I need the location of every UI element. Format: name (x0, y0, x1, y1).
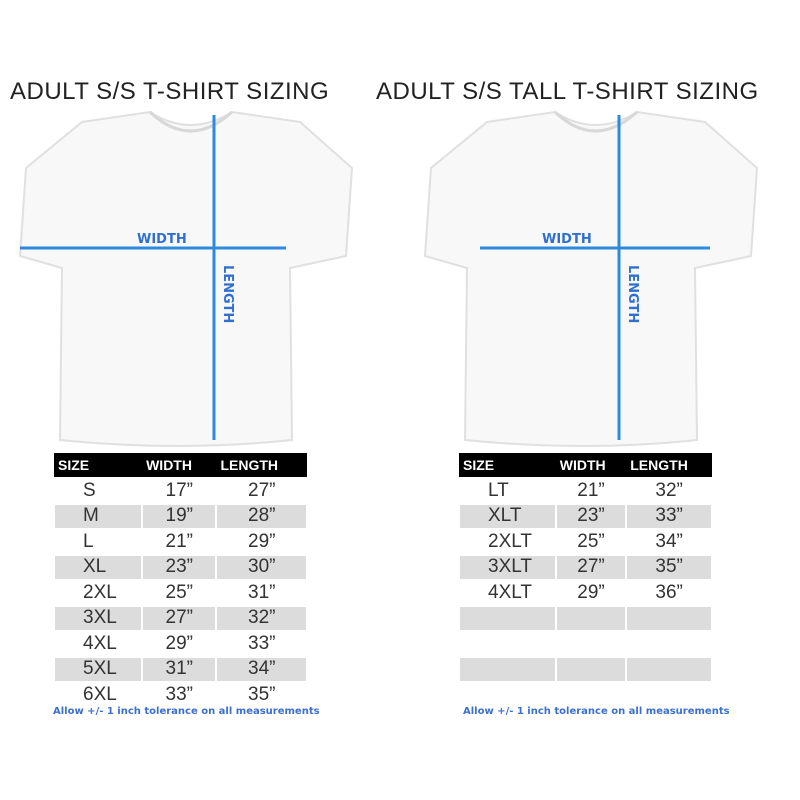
table-header: SIZE WIDTH LENGTH (459, 453, 712, 478)
table-cell: 32” (215, 604, 308, 632)
table-cell: 33” (625, 502, 713, 530)
table-cell: 33” (215, 630, 308, 658)
column-header: LENGTH (216, 453, 307, 478)
table-row (458, 655, 713, 683)
shirt-diagrams: WIDTH LENGTH WIDTH LENGTH (18, 110, 759, 447)
left-tolerance-note: Allow +/- 1 inch tolerance on all measur… (53, 706, 320, 717)
table-cell (625, 655, 713, 683)
column-header: WIDTH (555, 453, 627, 478)
table-row: S 17” 27” (52, 477, 308, 505)
table-cell: 27” (141, 604, 218, 632)
table-cell: 25” (554, 528, 628, 556)
table-cell: 30” (215, 553, 308, 581)
left-length-label: LENGTH (220, 265, 235, 323)
table-cell: 35” (625, 553, 713, 581)
table-cell (554, 681, 628, 709)
table-cell: LT (458, 477, 557, 505)
table-cell: XL (52, 553, 144, 581)
table-cell: XLT (458, 502, 557, 530)
left-width-label: WIDTH (137, 232, 187, 247)
table-row (458, 604, 713, 632)
table-row: 5XL 31” 34” (52, 655, 308, 683)
table-cell: 36” (625, 579, 713, 607)
table-row: 6XL 33” 35” (52, 681, 308, 709)
right-size-table: SIZE WIDTH LENGTH LT 21” 32” XLT 23” 33” 2XLT 25” 3… (458, 453, 713, 709)
left-shirt-image: WIDTH LENGTH (18, 110, 354, 447)
table-cell: 2XL (52, 579, 144, 607)
table-cell: L (52, 528, 144, 556)
table-cell: 34” (625, 528, 713, 556)
table-cell: 29” (141, 630, 218, 658)
right-title: ADULT S/S TALL T-SHIRT SIZING (376, 78, 759, 105)
table-cell (458, 604, 557, 632)
table-row: 2XLT 25” 34” (458, 528, 713, 556)
table-header: SIZE WIDTH LENGTH (54, 453, 307, 478)
table-cell: 28” (215, 502, 308, 530)
table-row: M 19” 28” (52, 502, 308, 530)
table-cell: 23” (141, 553, 218, 581)
table-cell: S (52, 477, 144, 505)
table-row: 3XLT 27” 35” (458, 553, 713, 581)
right-length-label: LENGTH (625, 265, 640, 323)
table-row: 2XL 25” 31” (52, 579, 308, 607)
table-row: L 21” 29” (52, 528, 308, 556)
table-cell: 34” (215, 655, 308, 683)
table-cell: 35” (215, 681, 308, 709)
table-cell (625, 630, 713, 658)
table-cell: 3XLT (458, 553, 557, 581)
table-cell: 31” (215, 579, 308, 607)
table-row (458, 630, 713, 658)
column-header: LENGTH (626, 453, 712, 478)
left-size-table: SIZE WIDTH LENGTH S 17” 27” M 19” 28” L 21” 29” XL 23… (52, 453, 308, 709)
table-row: 4XLT 29” 36” (458, 579, 713, 607)
table-row (458, 681, 713, 709)
table-cell: 4XLT (458, 579, 557, 607)
table-cell: 4XL (52, 630, 144, 658)
table-cell: 31” (141, 655, 218, 683)
table-cell: 25” (141, 579, 218, 607)
table-cell (554, 604, 628, 632)
table-cell: 3XL (52, 604, 144, 632)
table-cell (458, 655, 557, 683)
table-cell: 6XL (52, 681, 144, 709)
table-cell: 33” (141, 681, 218, 709)
column-header: SIZE (459, 453, 556, 478)
table-cell: 29” (215, 528, 308, 556)
table-cell: 27” (215, 477, 308, 505)
column-header: WIDTH (142, 453, 217, 478)
table-cell: 32” (625, 477, 713, 505)
table-row: XLT 23” 33” (458, 502, 713, 530)
right-tolerance-note: Allow +/- 1 inch tolerance on all measur… (463, 706, 730, 717)
right-shirt-image: WIDTH LENGTH (423, 110, 759, 447)
table-cell: 23” (554, 502, 628, 530)
table-cell: 17” (141, 477, 218, 505)
table-cell: 21” (141, 528, 218, 556)
table-cell (554, 630, 628, 658)
table-cell: 21” (554, 477, 628, 505)
table-row: LT 21” 32” (458, 477, 713, 505)
table-cell: 29” (554, 579, 628, 607)
table-cell (625, 604, 713, 632)
table-cell (625, 681, 713, 709)
table-cell: 5XL (52, 655, 144, 683)
table-cell (554, 655, 628, 683)
table-cell: M (52, 502, 144, 530)
table-cell: 19” (141, 502, 218, 530)
column-header: SIZE (54, 453, 143, 478)
right-width-label: WIDTH (542, 232, 592, 247)
table-row: 4XL 29” 33” (52, 630, 308, 658)
left-title: ADULT S/S T-SHIRT SIZING (10, 78, 330, 105)
table-cell: 27” (554, 553, 628, 581)
table-cell (458, 681, 557, 709)
table-row: 3XL 27” 32” (52, 604, 308, 632)
table-cell: 2XLT (458, 528, 557, 556)
table-row: XL 23” 30” (52, 553, 308, 581)
table-cell (458, 630, 557, 658)
